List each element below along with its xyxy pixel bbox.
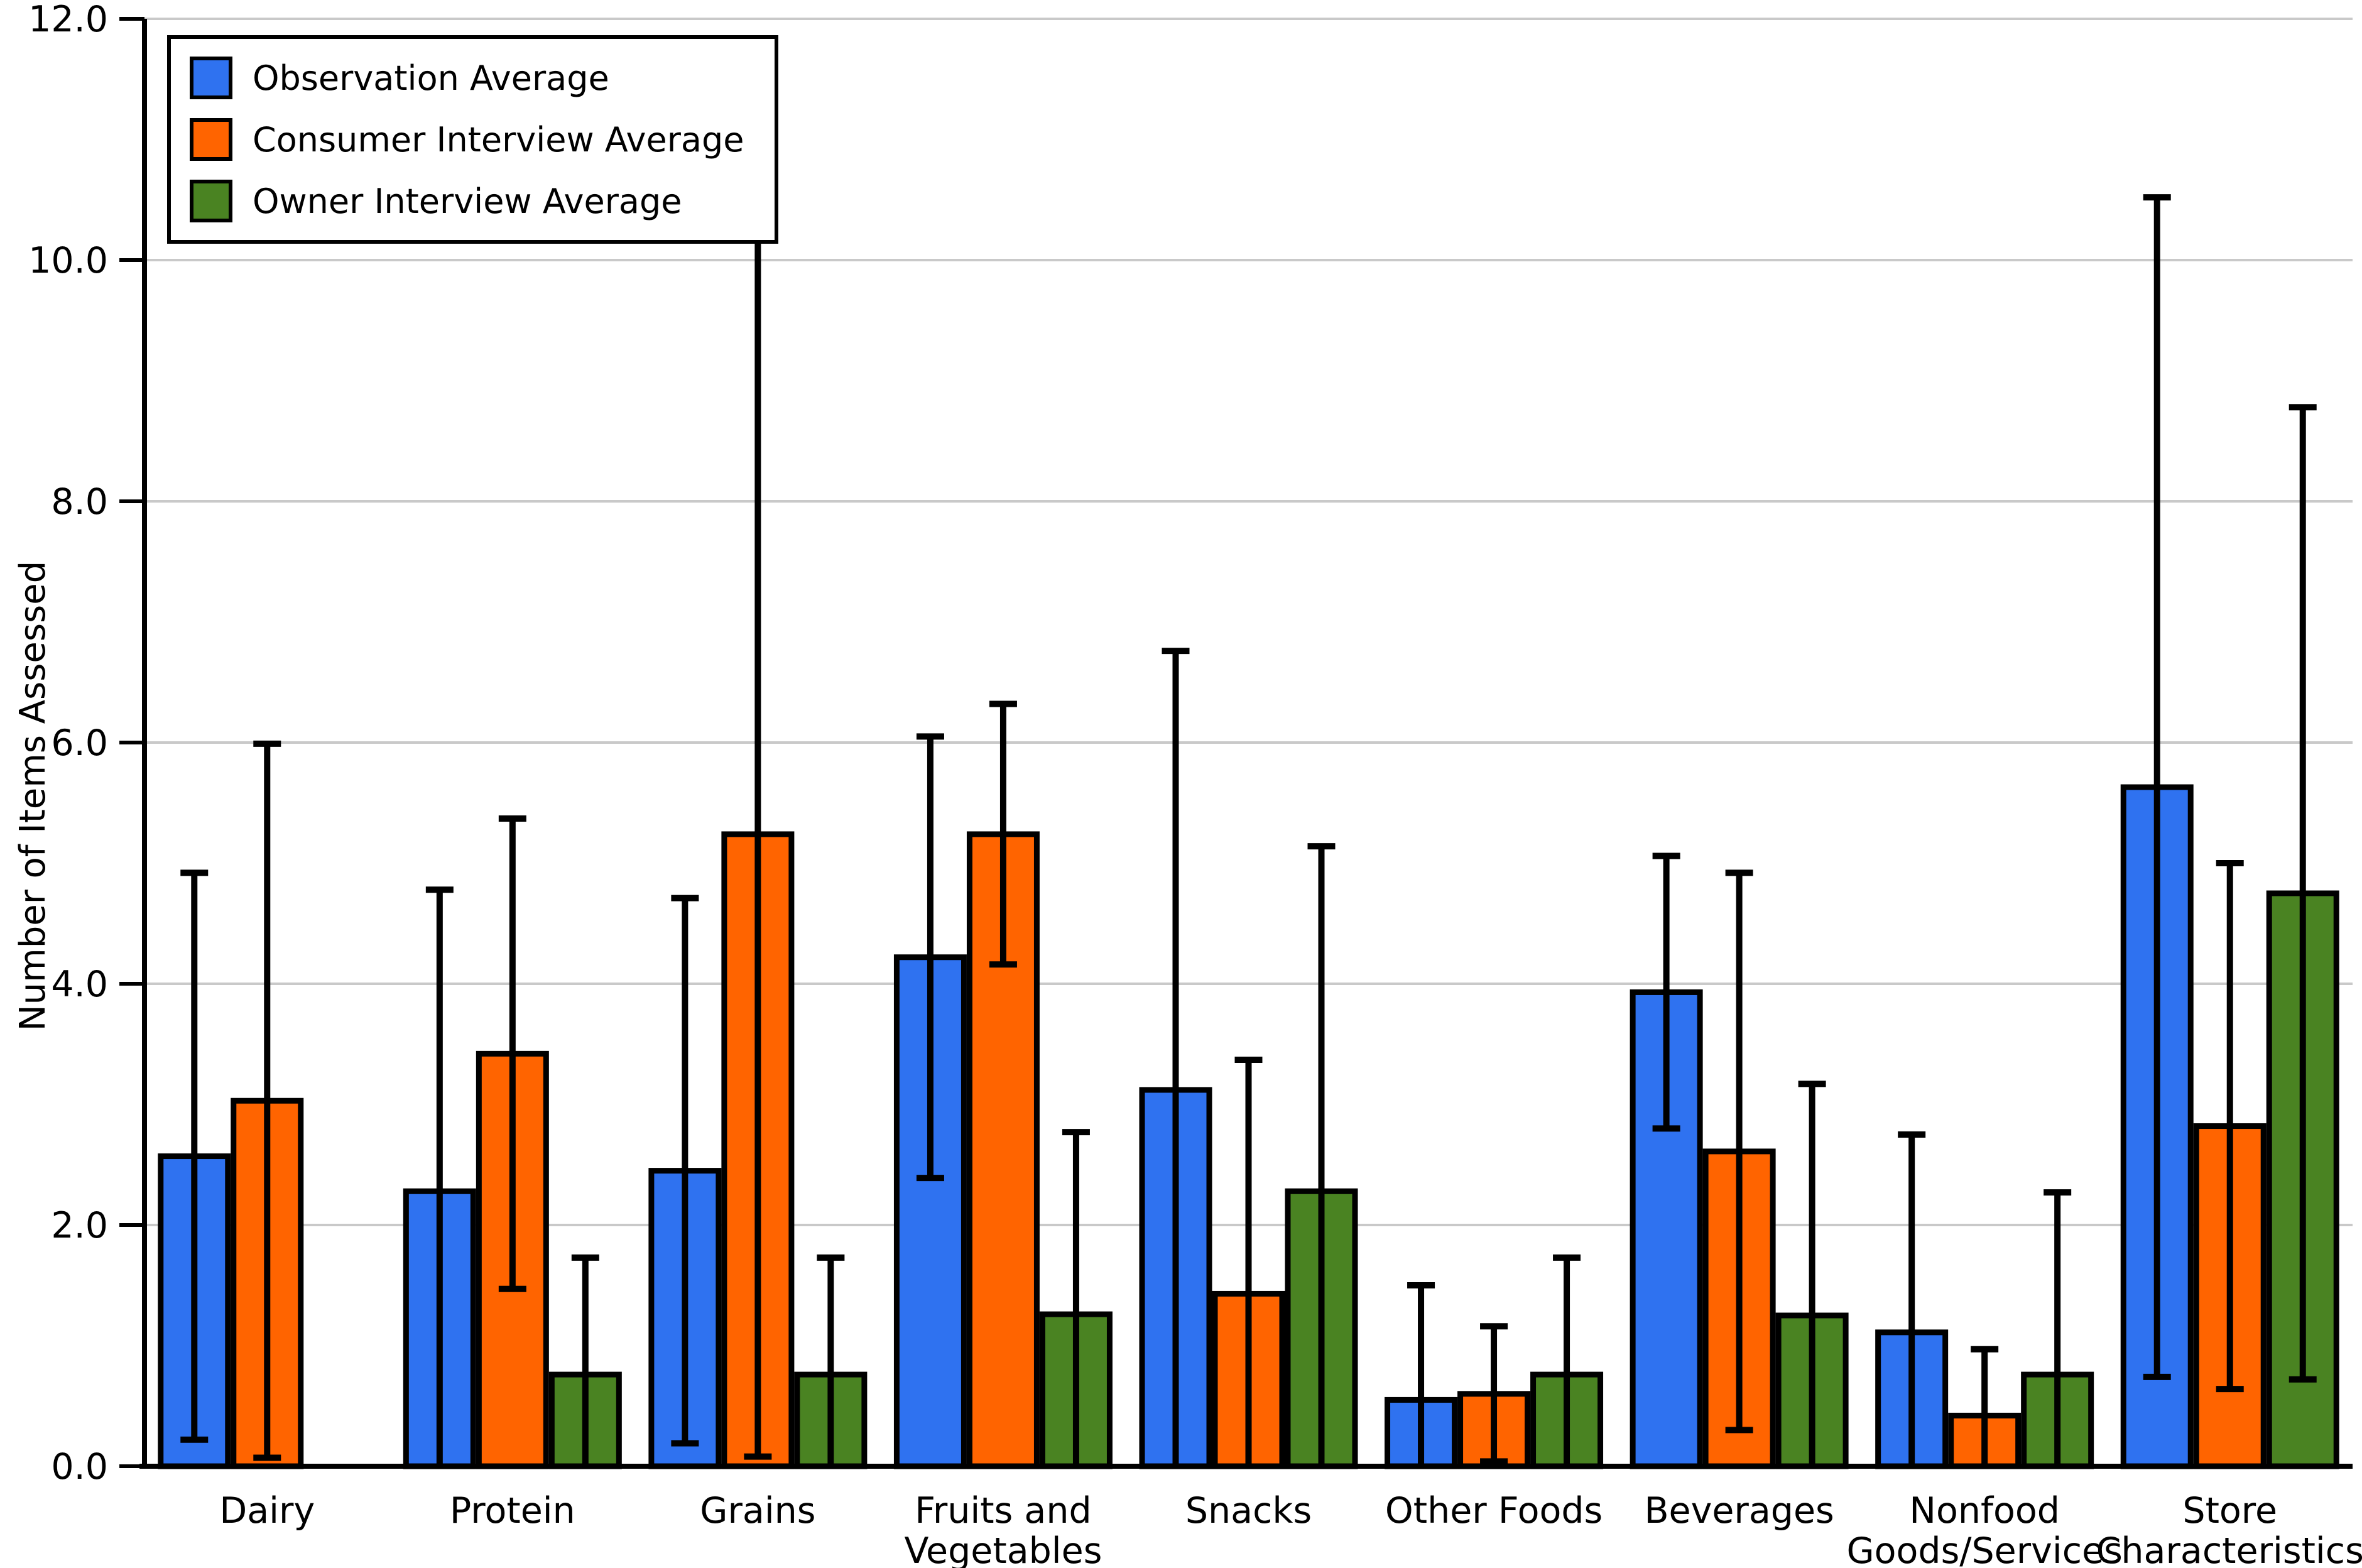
y-tick-label-8.0: 8.0 xyxy=(51,481,108,523)
legend-item-owner: Owner Interview Average xyxy=(190,180,744,222)
legend: Observation Average Consumer Interview A… xyxy=(167,35,778,244)
y-tick-label-4.0: 4.0 xyxy=(51,964,108,1005)
legend-swatch-owner xyxy=(190,180,232,222)
y-tick-label-0.0: 0.0 xyxy=(51,1446,108,1488)
x-tick-label-cat8: Store Characteristics xyxy=(2096,1490,2362,1568)
legend-item-observation: Observation Average xyxy=(190,57,744,99)
y-axis-title: Number of Items Assessed xyxy=(13,560,53,1032)
legend-swatch-observation xyxy=(190,57,232,99)
y-tick-label-2.0: 2.0 xyxy=(51,1205,108,1246)
legend-label-owner: Owner Interview Average xyxy=(253,181,682,221)
x-tick-label-cat2: Grains xyxy=(700,1490,815,1532)
x-tick-label-cat4: Snacks xyxy=(1185,1490,1312,1532)
legend-label-observation: Observation Average xyxy=(253,58,609,98)
y-tick-label-10.0: 10.0 xyxy=(28,240,108,281)
x-tick-label-cat7: Nonfood Goods/Services xyxy=(1846,1490,2122,1568)
x-tick-label-cat6: Beverages xyxy=(1644,1490,1834,1532)
x-tick-label-cat1: Protein xyxy=(450,1490,575,1532)
x-tick-label-cat5: Other Foods xyxy=(1385,1490,1603,1532)
y-tick-label-6.0: 6.0 xyxy=(51,722,108,764)
legend-item-consumer: Consumer Interview Average xyxy=(190,118,744,161)
x-tick-label-cat3: Fruits and Vegetables xyxy=(904,1490,1102,1568)
legend-swatch-consumer xyxy=(190,118,232,161)
y-tick-label-12.0: 12.0 xyxy=(28,0,108,40)
x-tick-label-cat0: Dairy xyxy=(219,1490,315,1532)
legend-label-consumer: Consumer Interview Average xyxy=(253,119,744,160)
